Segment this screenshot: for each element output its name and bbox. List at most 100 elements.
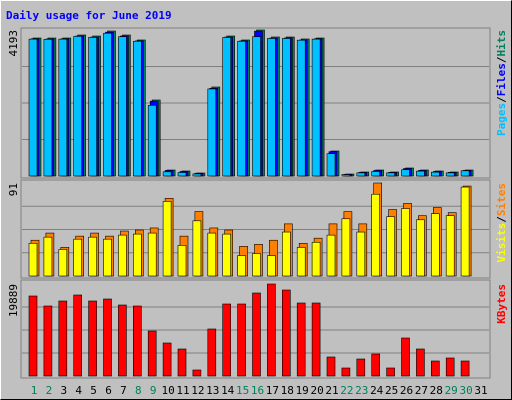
bar [281, 289, 291, 377]
x-tick-label: 25 [385, 384, 398, 397]
bar [133, 233, 142, 277]
bar [252, 253, 261, 277]
bar [341, 174, 351, 177]
bar [58, 249, 68, 277]
bar [445, 215, 455, 277]
y-tick-label: 91 [7, 183, 20, 196]
x-tick-label: 12 [191, 384, 204, 397]
bar [88, 300, 97, 377]
x-tick-label: 2 [46, 384, 53, 397]
bar [371, 171, 381, 177]
bar [401, 337, 410, 377]
x-tick-label: 9 [150, 384, 157, 397]
x-tick-label: 1 [31, 384, 38, 397]
legend-separator: / [495, 96, 508, 103]
bar [118, 36, 127, 177]
bar [445, 172, 455, 177]
bar [133, 40, 142, 177]
x-tick-label: 3 [60, 384, 67, 397]
bar [252, 292, 261, 377]
bar [28, 242, 38, 277]
bar [460, 170, 470, 177]
legend-separator: / [495, 56, 508, 63]
x-tick-label: 21 [325, 384, 338, 397]
x-tick-label: 16 [251, 384, 264, 397]
bar [416, 170, 425, 177]
bar [162, 342, 172, 377]
bar [430, 171, 440, 177]
bar [460, 186, 470, 277]
x-tick-label: 20 [310, 384, 323, 397]
bar [207, 88, 217, 177]
bar [73, 294, 82, 377]
bar [386, 172, 395, 177]
bar [207, 328, 217, 377]
bar [326, 356, 336, 377]
legend-entry: Sites [495, 183, 508, 216]
bar [356, 358, 366, 377]
x-tick-label: 22 [340, 384, 353, 397]
bar [296, 247, 306, 277]
bar [133, 305, 142, 377]
bar [281, 38, 291, 177]
x-tick-label: 18 [281, 384, 294, 397]
bar [237, 40, 246, 177]
bar [162, 201, 172, 277]
bar [28, 38, 38, 177]
chart-title: Daily usage for June 2019 [6, 9, 172, 22]
bar [103, 298, 112, 377]
x-tick-label: 5 [90, 384, 97, 397]
x-tick-label: 11 [176, 384, 189, 397]
bar [147, 330, 157, 377]
bar [192, 173, 202, 177]
bar [118, 304, 127, 377]
bar [311, 38, 321, 177]
legend-entry: Visits [495, 223, 508, 263]
x-tick-label: 14 [221, 384, 235, 397]
bar [222, 37, 231, 177]
legend: Pages/Files/Hits [495, 30, 508, 136]
bar [296, 302, 306, 377]
bar [28, 295, 38, 377]
bar [326, 153, 336, 177]
bar [267, 38, 276, 177]
legend: Visits/Sites [495, 183, 508, 263]
legend: KBytes [495, 284, 508, 324]
x-tick-label: 27 [415, 384, 428, 397]
bar [341, 367, 351, 377]
bar [311, 302, 321, 377]
y-tick-label: 4193 [7, 30, 20, 57]
bar [416, 348, 425, 377]
bar [43, 236, 53, 277]
bar [281, 231, 291, 277]
x-tick-label: 7 [120, 384, 127, 397]
legend-entry: Files [495, 63, 508, 96]
bar [371, 353, 381, 377]
bar [267, 255, 276, 277]
bar [326, 234, 336, 277]
bar [207, 232, 217, 277]
bar [416, 219, 425, 277]
bar [147, 232, 157, 277]
bar [296, 39, 306, 177]
bar [192, 369, 202, 377]
bar [192, 220, 202, 277]
bar [118, 234, 127, 277]
bar [73, 238, 82, 277]
bar [267, 283, 276, 377]
bar [460, 360, 470, 377]
bar [147, 105, 157, 177]
x-tick-label: 24 [370, 384, 384, 397]
x-tick-label: 30 [459, 384, 472, 397]
bar [237, 303, 246, 377]
bar [311, 241, 321, 277]
legend-separator: / [495, 216, 508, 223]
bar [341, 218, 351, 277]
x-tick-label: 13 [206, 384, 219, 397]
bar [177, 172, 187, 177]
x-tick-label: 8 [135, 384, 142, 397]
bar [103, 238, 112, 277]
bar [73, 36, 82, 177]
